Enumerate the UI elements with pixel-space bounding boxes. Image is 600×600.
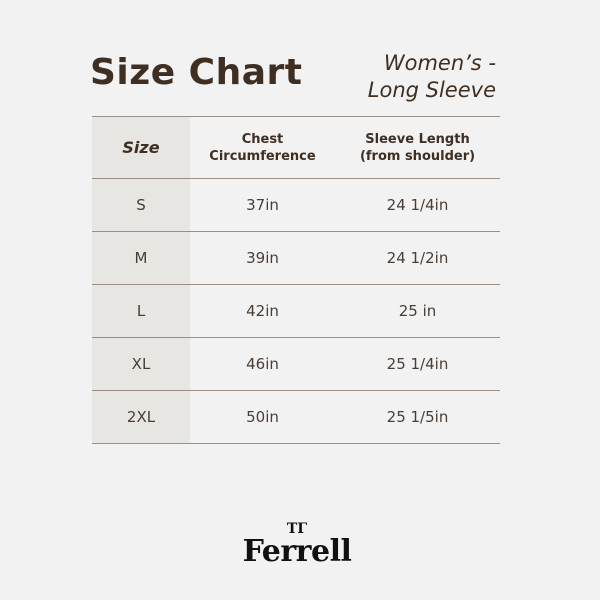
table-row: S 37in 24 1/4in — [92, 178, 500, 232]
brand-mark: ΤΓ — [286, 521, 308, 537]
cell-sleeve: 25 1/4in — [335, 337, 500, 391]
cell-chest: 39in — [190, 231, 335, 285]
brand-name: Ferrell — [242, 534, 352, 569]
table-row: L 42in 25 in — [92, 284, 500, 338]
cell-size: S — [92, 178, 190, 232]
table-header-row: Size Chest Circumference Sleeve Length (… — [92, 116, 500, 179]
subtitle-line-1: Women’s - — [383, 51, 496, 75]
page-title: Size Chart — [90, 52, 303, 93]
header-chest: Chest Circumference — [190, 116, 335, 179]
cell-chest: 50in — [190, 390, 335, 444]
cell-sleeve: 24 1/4in — [335, 178, 500, 232]
cell-chest: 46in — [190, 337, 335, 391]
page-subtitle: Women’s - Long Sleeve — [368, 50, 496, 104]
cell-sleeve: 24 1/2in — [335, 231, 500, 285]
cell-size: M — [92, 231, 190, 285]
cell-sleeve: 25 1/5in — [335, 390, 500, 444]
table-row: 2XL 50in 25 1/5in — [92, 390, 500, 444]
cell-size: L — [92, 284, 190, 338]
brand-logo: ΤΓ Ferrell — [237, 522, 357, 568]
table-row: M 39in 24 1/2in — [92, 231, 500, 285]
header-sleeve-line-1: Sleeve Length — [365, 131, 470, 147]
header-size: Size — [92, 116, 190, 179]
cell-sleeve: 25 in — [335, 284, 500, 338]
table-row: XL 46in 25 1/4in — [92, 337, 500, 391]
cell-chest: 42in — [190, 284, 335, 338]
size-table: Size Chest Circumference Sleeve Length (… — [92, 116, 500, 444]
cell-size: XL — [92, 337, 190, 391]
subtitle-line-2: Long Sleeve — [367, 78, 496, 102]
cell-chest: 37in — [190, 178, 335, 232]
header-sleeve-line-2: (from shoulder) — [359, 148, 476, 164]
header-sleeve: Sleeve Length (from shoulder) — [335, 116, 500, 179]
cell-size: 2XL — [92, 390, 190, 444]
